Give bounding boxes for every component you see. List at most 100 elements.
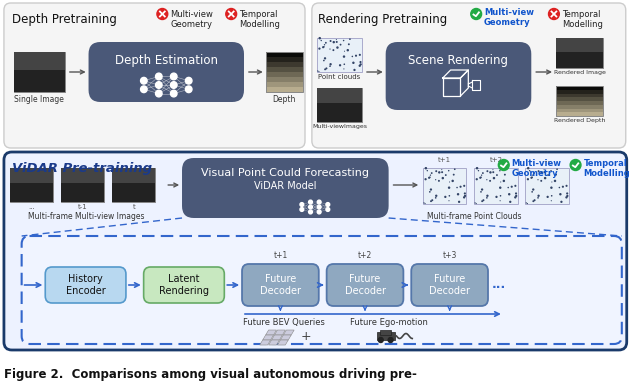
Point: [511, 190, 521, 196]
Bar: [266, 57, 303, 62]
Bar: [112, 168, 156, 183]
Point: [495, 167, 505, 174]
Circle shape: [170, 82, 177, 88]
Point: [540, 169, 550, 175]
Text: Rendering Pretraining: Rendering Pretraining: [318, 13, 447, 26]
Polygon shape: [275, 330, 285, 335]
Text: Multi-view
Geometry: Multi-view Geometry: [170, 10, 213, 29]
Point: [551, 172, 561, 178]
Point: [475, 174, 485, 181]
Point: [483, 168, 493, 174]
Bar: [112, 168, 156, 202]
Bar: [266, 82, 303, 87]
Point: [489, 175, 499, 181]
Point: [495, 192, 506, 199]
Point: [426, 198, 436, 204]
Bar: [112, 183, 156, 202]
Point: [454, 199, 464, 205]
Point: [547, 179, 557, 185]
Bar: [380, 330, 390, 335]
Polygon shape: [280, 335, 291, 340]
Point: [485, 178, 495, 184]
Circle shape: [471, 9, 482, 20]
Point: [523, 176, 533, 182]
Point: [477, 198, 487, 204]
Point: [478, 197, 488, 203]
Point: [422, 167, 433, 174]
Point: [431, 168, 442, 174]
Circle shape: [570, 160, 581, 171]
Point: [459, 183, 469, 189]
Text: Figure 2.  Comparisons among visual autonomous driving pre-: Figure 2. Comparisons among visual auton…: [4, 368, 417, 381]
Bar: [14, 52, 65, 70]
Text: t+3: t+3: [442, 251, 457, 260]
Bar: [266, 87, 303, 93]
Point: [546, 198, 556, 204]
Polygon shape: [271, 335, 282, 340]
Point: [503, 184, 513, 191]
Point: [527, 174, 537, 180]
Point: [335, 62, 345, 69]
Bar: [266, 77, 303, 82]
Point: [426, 186, 436, 192]
Point: [453, 191, 463, 198]
Point: [533, 168, 543, 174]
Point: [436, 167, 447, 173]
Bar: [317, 88, 362, 103]
Text: Rendered Depth: Rendered Depth: [554, 118, 605, 123]
Point: [339, 37, 349, 44]
Bar: [10, 183, 53, 202]
Point: [355, 52, 365, 58]
Text: Single Image: Single Image: [15, 95, 64, 104]
Point: [526, 174, 536, 181]
Circle shape: [308, 200, 312, 204]
Circle shape: [156, 82, 162, 88]
Point: [477, 186, 487, 192]
Point: [529, 197, 540, 203]
FancyBboxPatch shape: [22, 236, 622, 344]
Point: [420, 176, 431, 182]
Point: [456, 183, 466, 190]
Circle shape: [141, 86, 147, 93]
Bar: [556, 101, 603, 105]
Point: [521, 200, 531, 206]
Point: [339, 53, 349, 60]
Bar: [556, 38, 603, 51]
Bar: [556, 105, 603, 109]
Point: [495, 198, 505, 204]
Point: [449, 172, 459, 178]
Text: Temporal
Modelling: Temporal Modelling: [239, 10, 280, 29]
Circle shape: [548, 9, 559, 20]
Circle shape: [156, 90, 162, 97]
Point: [527, 172, 538, 178]
Text: t+1: t+1: [438, 157, 451, 163]
Point: [452, 184, 462, 191]
Text: Multi-view
Geometry: Multi-view Geometry: [511, 159, 562, 178]
Point: [444, 179, 454, 185]
Bar: [61, 168, 104, 202]
Point: [488, 169, 499, 175]
Point: [328, 39, 339, 45]
Bar: [525, 168, 569, 204]
Point: [470, 200, 480, 206]
Circle shape: [186, 77, 192, 84]
Point: [434, 169, 444, 176]
Point: [460, 190, 470, 196]
Text: Future
Decoder: Future Decoder: [429, 274, 470, 296]
Point: [427, 170, 437, 176]
Circle shape: [308, 210, 312, 214]
Point: [472, 165, 482, 171]
Point: [477, 170, 488, 176]
Circle shape: [317, 205, 321, 209]
Text: Future BEV Queries: Future BEV Queries: [243, 318, 325, 327]
Point: [339, 61, 349, 67]
Point: [450, 166, 460, 172]
Text: t: t: [132, 204, 135, 210]
FancyBboxPatch shape: [326, 264, 403, 306]
Point: [431, 176, 441, 183]
Text: Multi-frame Point Clouds: Multi-frame Point Clouds: [427, 212, 522, 221]
Polygon shape: [266, 330, 276, 335]
Point: [440, 194, 451, 200]
Point: [556, 191, 566, 198]
Point: [332, 36, 342, 43]
